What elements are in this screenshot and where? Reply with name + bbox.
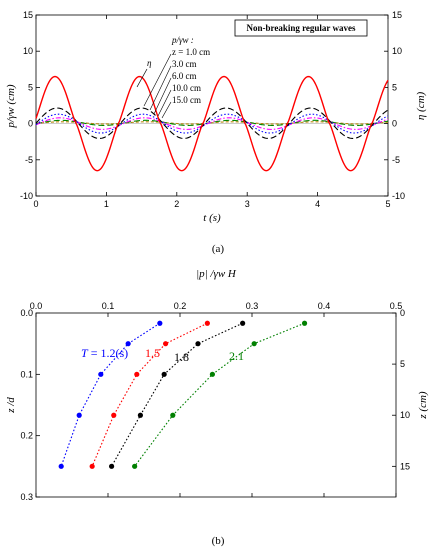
x-tick-label-b: 0.3 bbox=[246, 301, 259, 311]
y-tick-label-right-a: 15 bbox=[392, 10, 402, 20]
legend-heading: p/γw : bbox=[171, 35, 194, 45]
legend-a: p/γw : z = 1.0 cm 3.0 cm 6.0 cm 10.0 cm … bbox=[136, 35, 210, 119]
plot-area-a bbox=[35, 14, 389, 197]
x-tick-label-b: 0.1 bbox=[102, 301, 115, 311]
data-point bbox=[137, 412, 143, 418]
x-tick-label-a: 3 bbox=[245, 199, 250, 209]
y-tick-label-left-a: 15 bbox=[23, 10, 33, 20]
series-line-b bbox=[60, 322, 161, 467]
x-axis-label-a: t (s) bbox=[203, 212, 221, 224]
data-point bbox=[301, 320, 308, 326]
data-point bbox=[251, 341, 257, 347]
y-tick-label-left-b: 0.2 bbox=[20, 431, 33, 441]
y-tick-label-left-a: -5 bbox=[25, 155, 33, 165]
x-tick-label-a: 5 bbox=[385, 199, 390, 209]
y-tick-label-right-a: -5 bbox=[392, 155, 400, 165]
plot-area-b bbox=[35, 312, 397, 498]
y-tick-label-right-b: 15 bbox=[400, 461, 410, 471]
x-axis-label-b: |p| /γw H bbox=[196, 268, 237, 280]
y-tick-label-right-a: 5 bbox=[392, 82, 397, 92]
panel-label-a: (a) bbox=[212, 243, 225, 255]
series-label-t21: 2.1 bbox=[229, 349, 244, 363]
x-tick-label-b: 0.0 bbox=[30, 301, 43, 311]
data-point bbox=[163, 341, 169, 347]
series-label-t12: T = 1.2(s) bbox=[81, 346, 128, 360]
title-box: Non-breaking regular waves bbox=[234, 19, 368, 37]
series-line-b bbox=[134, 322, 305, 467]
x-tick-label-a: 4 bbox=[315, 199, 320, 209]
data-point bbox=[134, 371, 140, 377]
series-a bbox=[35, 75, 389, 172]
eta-label: η bbox=[147, 58, 152, 68]
series-line-a bbox=[35, 107, 389, 139]
series-label-t15: 1.5 bbox=[145, 346, 160, 360]
legend-pointer-5 bbox=[161, 101, 172, 119]
data-point bbox=[170, 412, 176, 418]
data-point bbox=[76, 412, 82, 418]
y-tick-label-right-b: 10 bbox=[400, 410, 410, 420]
x-tick-label-a: 1 bbox=[104, 199, 109, 209]
legend-item-z15: 15.0 cm bbox=[172, 95, 201, 105]
ticks-b: 0.0 0.1 0.2 0.3 0.4 0.5 0.0 0.1 0.2 0.3 0 5 10 15 bbox=[20, 301, 410, 502]
y-axis-label-left-a: p/γw (cm) bbox=[5, 84, 17, 128]
data-point bbox=[209, 371, 215, 377]
legend-pointer-2 bbox=[149, 65, 172, 111]
y-tick-label-right-b: 0 bbox=[400, 308, 405, 318]
y-axis-label-right-a: η (cm) bbox=[415, 91, 427, 120]
x-tick-label-b: 0.2 bbox=[174, 301, 187, 311]
y-tick-label-left-a: 0 bbox=[28, 119, 33, 129]
title-box-text: Non-breaking regular waves bbox=[246, 23, 356, 33]
data-point bbox=[125, 341, 131, 347]
y-tick-label-right-b: 5 bbox=[400, 359, 405, 369]
series-label-t18: 1.8 bbox=[174, 350, 189, 364]
legend-item-z1: z = 1.0 cm bbox=[172, 47, 210, 57]
data-point bbox=[157, 320, 163, 326]
x-tick-label-a: 0 bbox=[33, 199, 38, 209]
legend-item-z3: 3.0 cm bbox=[172, 59, 197, 69]
eta-pointer bbox=[136, 68, 148, 88]
data-point bbox=[98, 371, 104, 377]
legend-item-z10: 10.0 cm bbox=[172, 83, 201, 93]
legend-pointer-1 bbox=[143, 53, 172, 107]
data-point bbox=[240, 320, 246, 326]
y-tick-label-right-a: 10 bbox=[392, 46, 402, 56]
series-line-b bbox=[111, 322, 243, 467]
y-tick-label-left-b: 0.3 bbox=[20, 492, 33, 502]
data-point bbox=[204, 320, 210, 326]
series-line-b bbox=[91, 322, 208, 467]
series-line-a bbox=[35, 119, 389, 126]
panel-label-b: (b) bbox=[212, 535, 225, 547]
x-tick-label-b: 0.5 bbox=[390, 301, 403, 311]
y-tick-label-left-a: 5 bbox=[28, 82, 33, 92]
x-tick-label-b: 0.4 bbox=[318, 301, 331, 311]
legend-item-z6: 6.0 cm bbox=[172, 71, 197, 81]
series-line-a bbox=[35, 121, 389, 125]
y-tick-label-right-a: 0 bbox=[392, 119, 397, 129]
series-line-a bbox=[35, 75, 389, 172]
y-tick-label-left-b: 0.0 bbox=[20, 308, 33, 318]
data-point bbox=[109, 463, 115, 469]
data-point bbox=[132, 463, 138, 469]
data-point bbox=[111, 412, 117, 418]
legend-pointer-3 bbox=[153, 77, 172, 115]
y-tick-label-left-b: 0.1 bbox=[20, 369, 33, 379]
data-point bbox=[89, 463, 95, 469]
chart-b: 0.0 0.1 0.2 0.3 0.4 0.5 0.0 0.1 0.2 0.3 0 5 10 15 |p|… bbox=[5, 268, 429, 547]
data-point bbox=[161, 371, 167, 377]
y-axis-label-left-b: z /d bbox=[5, 397, 17, 414]
series-b bbox=[58, 320, 308, 469]
y-tick-label-left-a: 10 bbox=[23, 46, 33, 56]
x-tick-label-a: 2 bbox=[174, 199, 179, 209]
y-tick-label-right-a: -10 bbox=[392, 191, 405, 201]
legend-pointer-4 bbox=[157, 89, 172, 117]
y-axis-label-right-b: z (cm) bbox=[417, 391, 429, 420]
data-point bbox=[58, 463, 64, 469]
y-tick-label-left-a: -10 bbox=[20, 191, 33, 201]
data-point bbox=[195, 341, 201, 347]
